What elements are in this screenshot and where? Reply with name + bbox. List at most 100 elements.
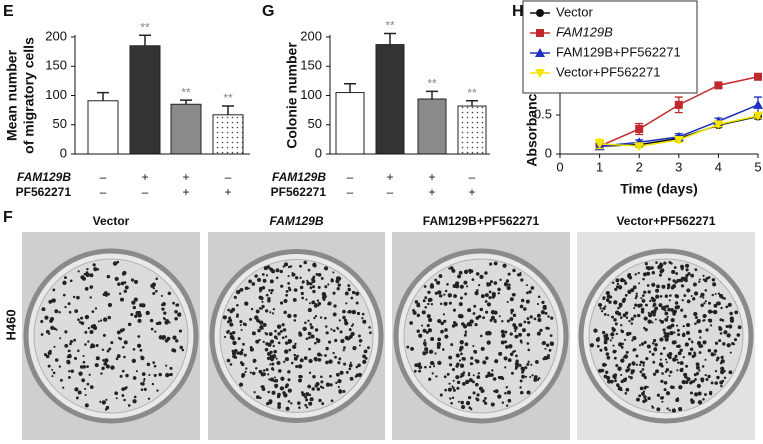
colony <box>691 354 695 359</box>
colony <box>313 304 318 308</box>
colony <box>617 306 620 310</box>
colony <box>670 323 675 328</box>
colony <box>247 287 250 290</box>
colony <box>429 360 435 366</box>
colony <box>40 333 44 336</box>
colony <box>81 378 86 383</box>
colony <box>412 310 417 315</box>
colony <box>666 315 669 318</box>
colony <box>638 363 642 367</box>
colony <box>161 307 165 311</box>
colony <box>476 289 479 292</box>
colony <box>599 348 603 352</box>
colony <box>310 325 314 330</box>
colony <box>712 309 718 315</box>
colony <box>702 340 707 345</box>
colony <box>281 323 285 327</box>
colony <box>169 372 173 377</box>
colony <box>270 367 275 371</box>
colony <box>519 379 523 383</box>
condition-sign: – <box>469 170 476 184</box>
colony <box>690 380 694 384</box>
colony <box>603 313 607 316</box>
colony <box>681 380 686 385</box>
colony <box>493 294 496 297</box>
colony <box>459 340 464 345</box>
y-tick-label: 50 <box>308 116 322 131</box>
colony <box>505 345 509 349</box>
colony <box>728 324 733 329</box>
colony <box>700 292 705 297</box>
colony <box>443 375 447 379</box>
colony <box>358 344 361 347</box>
colony <box>467 373 471 377</box>
colony <box>475 272 480 276</box>
colony <box>337 327 340 330</box>
colony <box>133 297 138 302</box>
colony <box>698 351 702 354</box>
colony <box>634 296 638 300</box>
colony <box>448 382 451 385</box>
colony <box>707 301 712 305</box>
colony <box>674 280 678 284</box>
colony <box>721 379 725 383</box>
colony <box>158 372 162 377</box>
colony <box>643 290 647 294</box>
colony <box>497 375 502 380</box>
colony <box>707 309 713 314</box>
colony <box>262 322 267 327</box>
colony <box>531 374 534 377</box>
colony <box>293 313 297 318</box>
colony <box>237 337 241 341</box>
colony <box>293 288 298 292</box>
colony <box>700 303 704 307</box>
colony <box>347 287 351 292</box>
colony <box>315 272 319 276</box>
colony <box>107 315 111 320</box>
colony <box>453 388 456 392</box>
colony <box>477 372 480 375</box>
colony <box>549 334 553 338</box>
colony <box>725 324 729 328</box>
colony <box>444 334 449 339</box>
colony <box>95 356 100 361</box>
colony <box>648 312 653 318</box>
colony <box>152 292 156 296</box>
colony <box>721 319 725 322</box>
colony <box>167 291 172 296</box>
colony <box>235 315 239 318</box>
colony <box>612 344 615 347</box>
colony <box>137 310 141 315</box>
colony <box>505 279 510 283</box>
colony <box>229 332 233 336</box>
colony <box>698 280 701 283</box>
colony <box>667 286 671 290</box>
colony <box>236 351 240 355</box>
colony <box>488 290 492 294</box>
y-axis-label: Colonie number <box>284 42 300 149</box>
colony <box>269 311 272 314</box>
colony <box>325 331 329 335</box>
colony <box>238 382 244 387</box>
colony <box>456 380 461 385</box>
colony <box>348 363 353 368</box>
panel-letter: H <box>512 3 524 20</box>
colony <box>239 320 243 324</box>
colony <box>696 383 701 389</box>
colony <box>49 316 55 322</box>
colony <box>178 329 182 333</box>
colony <box>690 273 695 278</box>
colony <box>320 380 324 384</box>
colony <box>664 311 669 316</box>
colony <box>305 298 308 301</box>
colony <box>505 404 509 407</box>
colony <box>77 270 80 273</box>
colony <box>362 354 366 359</box>
colony <box>436 280 441 285</box>
colony <box>283 262 289 267</box>
colony <box>659 337 664 342</box>
colony <box>132 305 137 310</box>
colony <box>287 340 290 343</box>
colony <box>282 265 286 268</box>
colony <box>720 384 723 388</box>
